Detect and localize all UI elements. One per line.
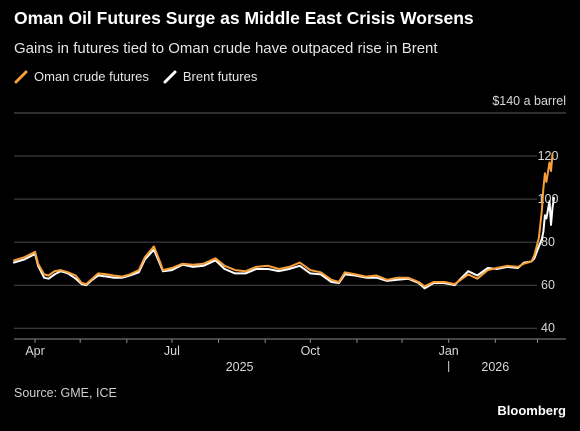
gridlines [14,112,566,329]
x-tick-label-jan: Jan [439,344,459,358]
x-tick-label-oct: Oct [301,344,321,358]
chart-subtitle: Gains in futures tied to Oman crude have… [14,40,438,57]
brand-logo: Bloomberg [497,403,566,418]
x-tick-label-apr: Apr [25,344,44,358]
legend-label-brent: Brent futures [182,69,258,84]
legend-label-oman: Oman crude futures [34,69,149,84]
y-tick-label-40: 40 [541,321,555,335]
y-tick-label-120: 120 [538,149,559,163]
legend-swatch-brent-icon [163,70,177,84]
series-line-oman [13,152,554,288]
legend-item-brent: Brent futures [163,69,257,84]
y-unit-label: $140 a barrel [492,94,566,108]
series-lines [13,152,555,290]
series-line-brent [13,197,555,290]
year-label-2025: 2025 [226,360,254,374]
year-label-2026: 2026 [481,360,509,374]
legend: Oman crude futures Brent futures [14,69,271,84]
source-note: Source: GME, ICE [14,386,117,400]
y-tick-label-80: 80 [541,235,555,249]
y-tick-label-60: 60 [541,278,555,292]
legend-swatch-oman-icon [14,70,28,84]
legend-item-oman: Oman crude futures [14,69,149,84]
x-tick-label-jul: Jul [164,344,180,358]
chart-title: Oman Oil Futures Surge as Middle East Cr… [14,8,474,28]
